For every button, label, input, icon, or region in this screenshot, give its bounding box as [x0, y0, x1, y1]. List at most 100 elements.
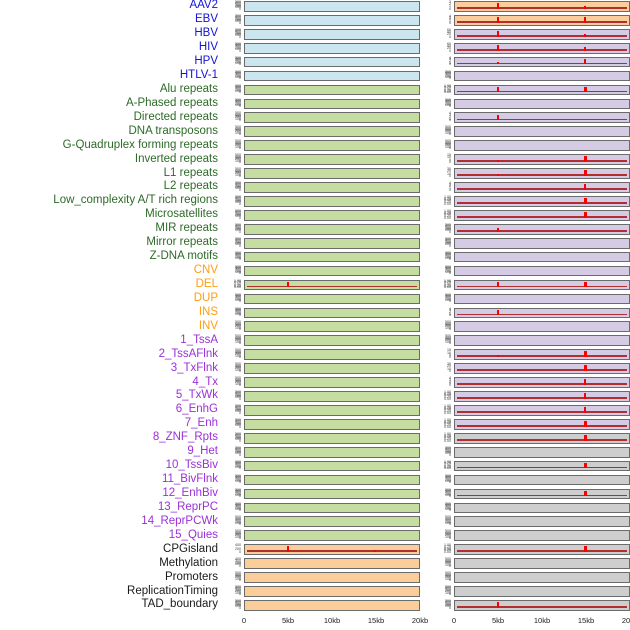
y-tick-label: 200 — [235, 533, 241, 538]
data-spike — [583, 420, 587, 427]
y-axis-ticks: 30 20 10 0 — [432, 363, 452, 374]
y-tick-label: 500 — [235, 27, 241, 32]
track-label-directed-repeats: Directed repeats — [133, 110, 218, 123]
y-tick-label: 400 — [445, 224, 451, 229]
y-tick-label: 100 — [235, 381, 241, 386]
data-spike — [583, 211, 587, 218]
track-label-hpv: HPV — [194, 55, 218, 68]
y-tick-label: 500 — [235, 222, 241, 227]
track-row: 15 10 5 0 — [432, 349, 630, 360]
y-tick-label: 0 — [449, 34, 451, 39]
y-tick-label: 100 — [445, 242, 451, 247]
y-axis-ticks: 1.00 0.75 0.50 0.25 0.00 — [432, 390, 452, 402]
y-axis-ticks: 1.00 0.75 0.50 0.25 0.00 — [432, 195, 452, 207]
y-tick-label: 0.00 — [234, 285, 241, 290]
track-panel-mirror-repeats — [244, 237, 420, 249]
y-tick-label: 100 — [445, 144, 451, 149]
track-label-13-reprpc: 13_ReprPC — [157, 500, 218, 513]
y-tick-label: 0 — [239, 563, 241, 568]
y-tick-label: 200 — [445, 603, 451, 608]
y-tick-label: 30 — [447, 362, 451, 367]
y-tick-label: 300 — [445, 476, 451, 481]
y-tick-label: 0.00 — [444, 215, 451, 220]
y-tick-label: 400 — [235, 252, 241, 257]
y-tick-label: 100 — [235, 130, 241, 135]
track-row: 500 400 300 200 100 0 — [222, 572, 420, 583]
y-tick-label: 0 — [449, 452, 451, 457]
data-spike — [374, 550, 377, 553]
track-label-g-quadruplex-forming-repeats: G-Quadruplex forming repeats — [62, 138, 218, 151]
y-tick-label: 3 — [449, 0, 451, 4]
y-tick-label: 300 — [445, 518, 451, 523]
y-tick-label: 0 — [449, 132, 451, 137]
y-tick-label: 0 — [239, 159, 241, 164]
track-baseline — [247, 550, 417, 553]
y-tick-label: 0 — [239, 20, 241, 25]
track-label-tad-boundary: TAD_boundary — [141, 598, 219, 611]
track-panel-14-reprpcwk — [454, 516, 630, 528]
y-axis-ticks: 500 400 300 200 100 0 — [432, 530, 452, 541]
track-row: 1.00 0.75 0.50 0.25 0.00 — [222, 279, 420, 291]
y-tick-label: 0 — [239, 76, 241, 81]
track-row: 30 20 10 0 — [432, 363, 630, 374]
y-tick-label: 100 — [235, 47, 241, 52]
y-tick-label: 500 — [235, 348, 241, 353]
track-label-l1-repeats: L1 repeats — [163, 166, 218, 179]
track-panel-9-het — [454, 446, 630, 458]
track-row: 500 400 300 200 100 0 — [432, 321, 630, 333]
track-label-11-bivflnk: 11_BivFlnk — [161, 473, 218, 486]
y-tick-label: 0 — [449, 229, 451, 234]
track-panel-3-txflnk — [454, 363, 630, 374]
y-tick-label: 0.50 — [444, 198, 451, 203]
y-tick-label: 500 — [235, 111, 241, 116]
y-tick-label: 400 — [235, 530, 241, 535]
y-axis-ticks: 500 400 300 200 100 0 — [222, 251, 242, 263]
track-row: 500 400 300 200 100 0 — [432, 335, 630, 347]
track-row: 500 400 300 200 100 0 — [432, 70, 630, 82]
track-row: 30 20 10 0 — [432, 168, 630, 179]
y-tick-label: 3 — [449, 57, 451, 62]
y-tick-label: 0 — [239, 62, 241, 67]
y-tick-label: 200 — [235, 352, 241, 357]
track-row: 500 400 300 200 100 0 — [222, 335, 420, 347]
y-tick-label: 100 — [235, 270, 241, 275]
y-tick-label: 400 — [235, 433, 241, 438]
y-tick-label: 2 — [449, 2, 451, 7]
y-axis-ticks: 60 40 20 0 — [432, 28, 452, 40]
track-row: 500 400 300 200 100 0 — [222, 530, 420, 542]
y-tick-label: 100 — [235, 158, 241, 163]
y-tick-label: 0 — [449, 243, 451, 248]
y-tick-label: 100 — [445, 479, 451, 484]
y-tick-label: 0.50 — [234, 281, 241, 286]
track-baseline — [457, 202, 627, 204]
y-tick-label: 500 — [235, 0, 241, 4]
data-spike — [583, 156, 587, 162]
y-tick-label: 400 — [445, 475, 451, 480]
y-tick-label: 0 — [239, 132, 241, 137]
y-tick-label: 300 — [235, 323, 241, 328]
y-tick-label: 4 — [449, 376, 451, 381]
y-tick-label: 0 — [239, 299, 241, 304]
track-panel-alu-repeats — [244, 84, 420, 96]
y-tick-label: 400 — [235, 405, 241, 410]
y-tick-label: 200 — [445, 296, 451, 301]
y-tick-label: 100 — [235, 520, 241, 525]
y-tick-label: 100 — [445, 576, 451, 581]
y-tick-label: 200 — [445, 129, 451, 134]
y-tick-label: 2 — [449, 17, 451, 22]
y-tick-label: 100 — [235, 297, 241, 302]
y-tick-label: 200 — [235, 603, 241, 608]
y-axis-ticks: 500 400 300 200 100 0 — [222, 502, 242, 514]
y-tick-label: 500 — [235, 181, 241, 186]
y-tick-label: 2 — [449, 379, 451, 384]
track-panel-ebv — [244, 14, 420, 26]
y-tick-label: 500 — [445, 571, 451, 576]
track-baseline — [457, 606, 627, 608]
y-tick-label: 300 — [445, 72, 451, 77]
track-panel-10-tssbiv — [454, 460, 630, 472]
track-panel-dup — [244, 293, 420, 305]
y-tick-label: 500 — [445, 264, 451, 269]
track-baseline — [457, 230, 627, 232]
track-panel-alu-repeats — [454, 84, 630, 96]
